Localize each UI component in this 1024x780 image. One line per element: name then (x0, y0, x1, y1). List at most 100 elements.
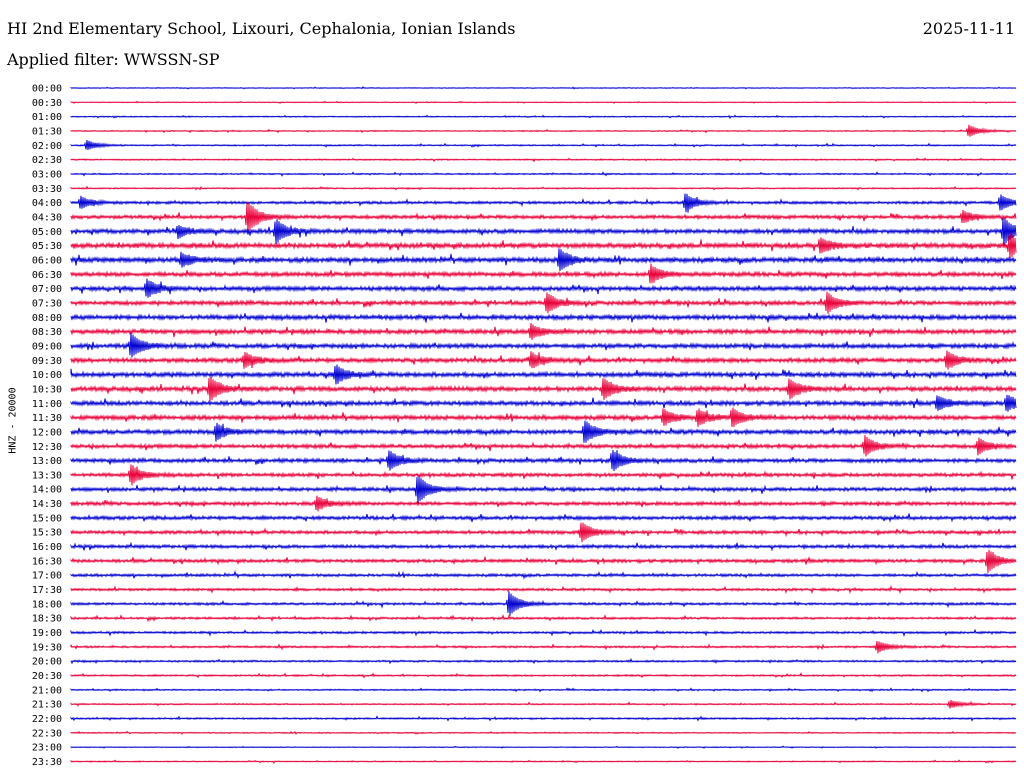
trace-1630 (70, 549, 1017, 574)
row-label-0430: 04:30 (32, 212, 62, 223)
trace-1830 (70, 614, 1017, 623)
trace-1800 (70, 591, 1017, 616)
row-label-2330: 23:30 (32, 757, 62, 768)
trace-1700 (70, 569, 1017, 580)
row-label-1400: 14:00 (32, 485, 62, 496)
trace-1330 (70, 464, 1017, 486)
row-label-0200: 02:00 (32, 141, 62, 152)
row-label-1800: 18:00 (32, 599, 62, 610)
trace-1400 (70, 476, 1017, 504)
row-label-0730: 07:30 (32, 298, 62, 309)
row-label-0900: 09:00 (32, 341, 62, 352)
trace-1500 (70, 513, 1017, 523)
row-label-0130: 01:30 (32, 126, 62, 137)
row-label-0830: 08:30 (32, 327, 62, 338)
date-label: 2025-11-11 (922, 19, 1015, 38)
row-label-1200: 12:00 (32, 427, 62, 438)
row-label-1630: 16:30 (32, 556, 62, 567)
row-label-0530: 05:30 (32, 241, 62, 252)
trace-0400 (70, 193, 1017, 213)
row-label-1100: 11:00 (32, 399, 62, 410)
trace-0730 (70, 291, 1017, 314)
trace-2230 (70, 730, 1017, 735)
row-label-2300: 23:00 (32, 743, 62, 754)
trace-0000 (70, 86, 1017, 90)
row-label-0600: 06:00 (32, 255, 62, 266)
row-label-1000: 10:00 (32, 370, 62, 381)
trace-2030 (70, 672, 1017, 679)
row-label-2130: 21:30 (32, 700, 62, 711)
trace-2130 (70, 699, 1017, 709)
trace-0830 (70, 322, 1017, 340)
trace-0700 (70, 278, 1017, 298)
trace-1600 (70, 541, 1017, 552)
row-label-1900: 19:00 (32, 628, 62, 639)
row-label-1030: 10:30 (32, 384, 62, 395)
trace-1430 (70, 495, 1017, 512)
row-label-1300: 13:00 (32, 456, 62, 467)
trace-1230 (70, 435, 1017, 457)
trace-1530 (70, 522, 1017, 543)
row-label-1730: 17:30 (32, 585, 62, 596)
trace-1030 (70, 377, 1017, 402)
row-label-0630: 06:30 (32, 270, 62, 281)
row-label-2100: 21:00 (32, 685, 62, 696)
row-label-0000: 00:00 (32, 84, 62, 95)
row-label-1330: 13:30 (32, 470, 62, 481)
row-label-1930: 19:30 (32, 642, 62, 653)
trace-0530 (70, 232, 1017, 259)
row-label-2200: 22:00 (32, 714, 62, 725)
row-label-0500: 05:00 (32, 227, 62, 238)
row-label-1500: 15:00 (32, 513, 62, 524)
trace-2300 (70, 745, 1017, 749)
trace-2000 (70, 657, 1017, 665)
row-label-2230: 22:30 (32, 728, 62, 739)
trace-0800 (70, 312, 1017, 323)
row-label-0330: 03:30 (32, 184, 62, 195)
row-label-1700: 17:00 (32, 571, 62, 582)
trace-0430 (70, 202, 1017, 234)
trace-0900 (70, 332, 1017, 358)
trace-2200 (70, 715, 1017, 722)
row-label-2000: 20:00 (32, 657, 62, 668)
trace-1000 (70, 364, 1017, 385)
trace-0330 (70, 185, 1017, 191)
row-label-1530: 15:30 (32, 528, 62, 539)
trace-2330 (70, 759, 1017, 764)
trace-0100 (70, 114, 1017, 120)
row-label-2030: 20:30 (32, 671, 62, 682)
trace-2100 (70, 687, 1017, 693)
row-label-0400: 04:00 (32, 198, 62, 209)
trace-0600 (70, 248, 1017, 272)
row-label-1230: 12:30 (32, 442, 62, 453)
trace-0500 (70, 218, 1017, 247)
row-label-1430: 14:30 (32, 499, 62, 510)
trace-0630 (70, 263, 1017, 284)
trace-0230 (70, 157, 1017, 163)
page-title: HI 2nd Elementary School, Lixouri, Cepha… (7, 19, 516, 38)
row-label-0300: 03:00 (32, 169, 62, 180)
row-label-0800: 08:00 (32, 313, 62, 324)
trace-0300 (70, 171, 1017, 177)
trace-0930 (70, 350, 1017, 370)
row-label-1130: 11:30 (32, 413, 62, 424)
row-label-0100: 01:00 (32, 112, 62, 123)
traces (70, 86, 1017, 764)
row-label-0030: 00:30 (32, 98, 62, 109)
row-label-1830: 18:30 (32, 614, 62, 625)
row-label-0230: 02:30 (32, 155, 62, 166)
trace-1100 (70, 394, 1017, 412)
trace-1200 (70, 420, 1017, 443)
trace-1130 (70, 407, 1017, 428)
row-label-0700: 07:00 (32, 284, 62, 295)
trace-0200 (70, 140, 1017, 151)
trace-1930 (70, 640, 1017, 654)
trace-1300 (70, 449, 1017, 472)
trace-0130 (70, 124, 1017, 137)
row-label-1600: 16:00 (32, 542, 62, 553)
row-tick-labels: 00:00 00:30 01:00 01:30 02:00 02:30 03:00 03:30… (32, 84, 62, 769)
trace-0030 (70, 100, 1017, 105)
row-label-0930: 09:30 (32, 356, 62, 367)
filter-label: Applied filter: WWSSN-SP (7, 50, 220, 69)
